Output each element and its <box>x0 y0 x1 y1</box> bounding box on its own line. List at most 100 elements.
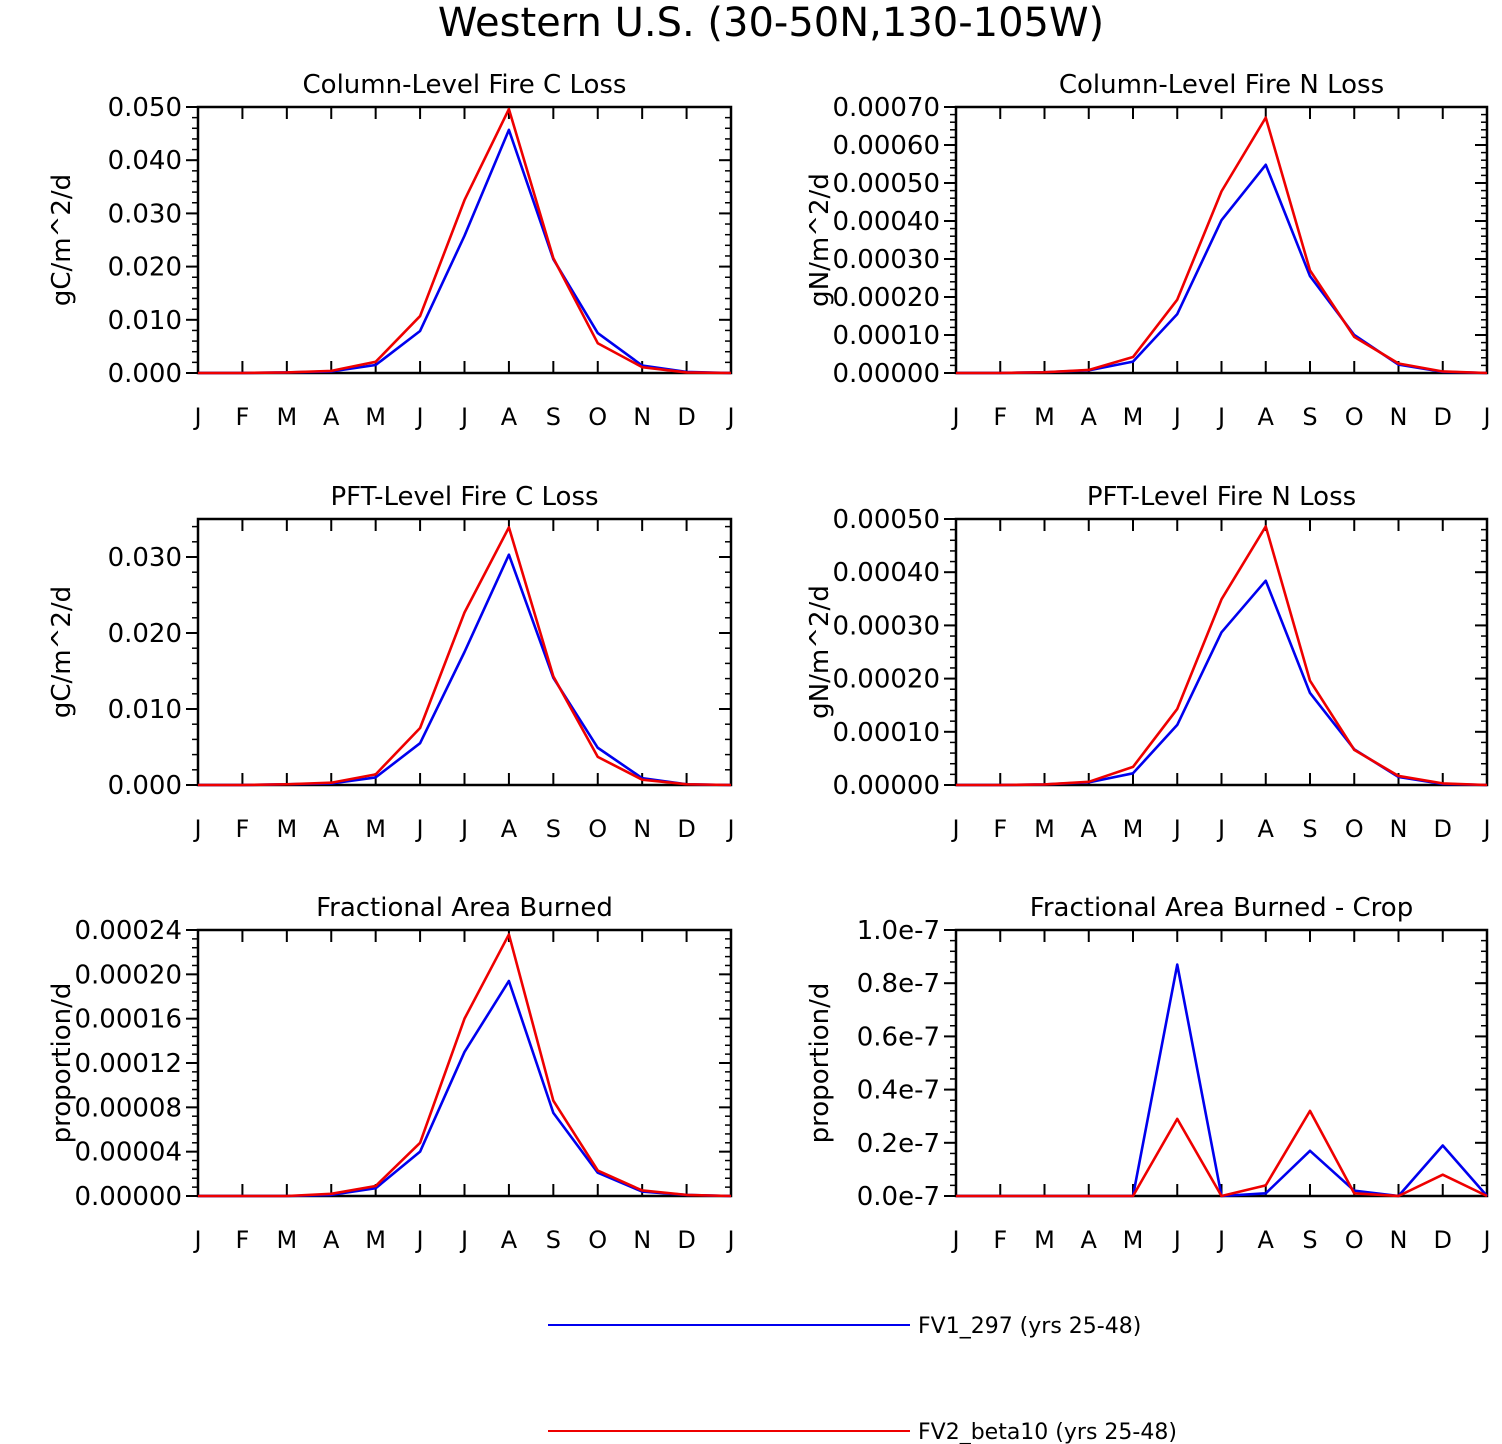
panels: J F M A M J J A S O N D J0.0000.0100.0200.0300.0400.… <box>47 70 1491 1254</box>
series-line-fv2-beta10 <box>198 933 732 1198</box>
chart-panel-2: J F M A M J J A S O N D J0.000000.000100.000200.0003… <box>805 70 1491 431</box>
y-tick-label: 0.00050 <box>832 169 940 199</box>
y-tick-label: 0.0e-7 <box>857 1182 940 1212</box>
y-axis-label: gN/m^2/d <box>805 585 835 719</box>
panel-title: Fractional Area Burned - Crop <box>1030 893 1413 923</box>
x-tick-label: J <box>1172 815 1181 843</box>
x-tick-label: D <box>1434 403 1452 431</box>
x-tick-label: S <box>546 815 561 843</box>
x-tick-label: J <box>415 1226 424 1254</box>
x-tick-label: J <box>1481 403 1490 431</box>
x-tick-label: J <box>192 403 201 431</box>
y-tick-label: 0.00070 <box>832 93 940 123</box>
x-tick-label: J <box>725 403 734 431</box>
series-line-fv2-beta10 <box>956 525 1488 787</box>
x-tick-label: F <box>236 403 250 431</box>
y-tick-label: 0.8e-7 <box>857 969 940 999</box>
x-tick-label: N <box>633 815 651 843</box>
x-tick-label: F <box>236 815 250 843</box>
panel-title: Column-Level Fire C Loss <box>303 70 627 100</box>
y-tick-label: 0.00050 <box>832 505 940 535</box>
x-tick-label: O <box>588 1226 607 1254</box>
x-tick-label: M <box>1123 403 1144 431</box>
x-tick-label: M <box>365 403 386 431</box>
y-tick-label: 0.020 <box>108 619 182 649</box>
chart-panel-4: J F M A M J J A S O N D J0.000000.000100.000200.0003… <box>805 482 1491 843</box>
y-tick-label: 0.2e-7 <box>857 1129 940 1159</box>
chart-panel-6: J F M A M J J A S O N D J0.0e-70.2e-70.4e-70.6e-70.8… <box>805 893 1491 1254</box>
x-tick-label: S <box>546 403 561 431</box>
y-tick-label: 0.00012 <box>74 1049 182 1079</box>
x-tick-label: S <box>1302 1226 1317 1254</box>
y-axis-label: gC/m^2/d <box>47 174 77 306</box>
plot-frame <box>954 928 1489 1198</box>
x-tick-label: D <box>677 1226 695 1254</box>
x-tick-label: O <box>588 403 607 431</box>
x-tick-label: J <box>725 1226 734 1254</box>
y-tick-label: 0.00030 <box>832 611 940 641</box>
y-tick-label: 0.00020 <box>832 283 940 313</box>
y-tick-label: 0.00000 <box>832 359 940 389</box>
x-tick-label: J <box>950 1226 959 1254</box>
y-tick-label: 0.010 <box>108 306 182 336</box>
x-tick-label: M <box>1034 815 1055 843</box>
series-line-fv2-beta10 <box>956 1109 1488 1198</box>
figure-title: Western U.S. (30-50N,130-105W) <box>437 0 1105 46</box>
x-tick-label: M <box>1034 1226 1055 1254</box>
y-axis-label: proportion/d <box>47 983 77 1144</box>
x-tick-label: N <box>633 1226 651 1254</box>
legend-label-fv2: FV2_beta10 (yrs 25-48) <box>918 1420 1177 1444</box>
y-tick-label: 0.00060 <box>832 131 940 161</box>
y-tick-label: 0.00030 <box>832 245 940 275</box>
x-tick-label: N <box>633 403 651 431</box>
x-tick-label: M <box>276 815 297 843</box>
x-tick-label: J <box>415 403 424 431</box>
x-tick-label: J <box>1481 815 1490 843</box>
x-tick-label: F <box>993 815 1007 843</box>
y-tick-label: 0.00016 <box>74 1005 182 1035</box>
y-tick-label: 0.030 <box>108 543 182 573</box>
y-tick-label: 0.010 <box>108 695 182 725</box>
y-tick-label: 0.00004 <box>74 1138 182 1168</box>
x-tick-label: A <box>1081 1226 1098 1254</box>
x-tick-label: O <box>588 815 607 843</box>
x-tick-label: N <box>1390 1226 1408 1254</box>
y-axis-label: gN/m^2/d <box>805 173 835 307</box>
plot-frame <box>954 105 1489 375</box>
x-tick-label: A <box>323 403 340 431</box>
series-line-fv1-297 <box>198 979 732 1198</box>
x-tick-label: J <box>459 403 468 431</box>
y-tick-label: 0.000 <box>108 771 182 801</box>
x-tick-label: M <box>365 815 386 843</box>
x-tick-label: A <box>501 815 518 843</box>
x-tick-label: D <box>677 815 695 843</box>
y-tick-label: 0.00000 <box>74 1182 182 1212</box>
x-tick-label: O <box>1345 1226 1364 1254</box>
y-tick-label: 0.00020 <box>74 960 182 990</box>
y-tick-label: 0.6e-7 <box>857 1022 940 1052</box>
panel-title: PFT-Level Fire N Loss <box>1087 482 1356 512</box>
x-tick-label: M <box>276 403 297 431</box>
x-tick-label: O <box>1345 403 1364 431</box>
series-line-fv1-297 <box>956 163 1488 375</box>
x-tick-label: S <box>1302 403 1317 431</box>
x-tick-label: J <box>725 815 734 843</box>
y-tick-label: 1.0e-7 <box>857 916 940 946</box>
panel-title: PFT-Level Fire C Loss <box>330 482 598 512</box>
x-tick-label: F <box>993 1226 1007 1254</box>
y-tick-label: 0.050 <box>108 93 182 123</box>
x-tick-label: J <box>950 403 959 431</box>
x-tick-label: O <box>1345 815 1364 843</box>
x-tick-label: J <box>1172 403 1181 431</box>
panel-title: Fractional Area Burned <box>316 893 613 923</box>
x-tick-label: J <box>1172 1226 1181 1254</box>
x-tick-label: J <box>415 815 424 843</box>
series-line-fv2-beta10 <box>198 526 732 787</box>
x-tick-label: D <box>677 403 695 431</box>
y-tick-label: 0.00008 <box>74 1093 182 1123</box>
x-tick-label: J <box>459 1226 468 1254</box>
y-tick-label: 0.00024 <box>74 916 182 946</box>
x-tick-label: A <box>323 815 340 843</box>
x-tick-label: S <box>1302 815 1317 843</box>
series-line-fv2-beta10 <box>956 116 1488 375</box>
